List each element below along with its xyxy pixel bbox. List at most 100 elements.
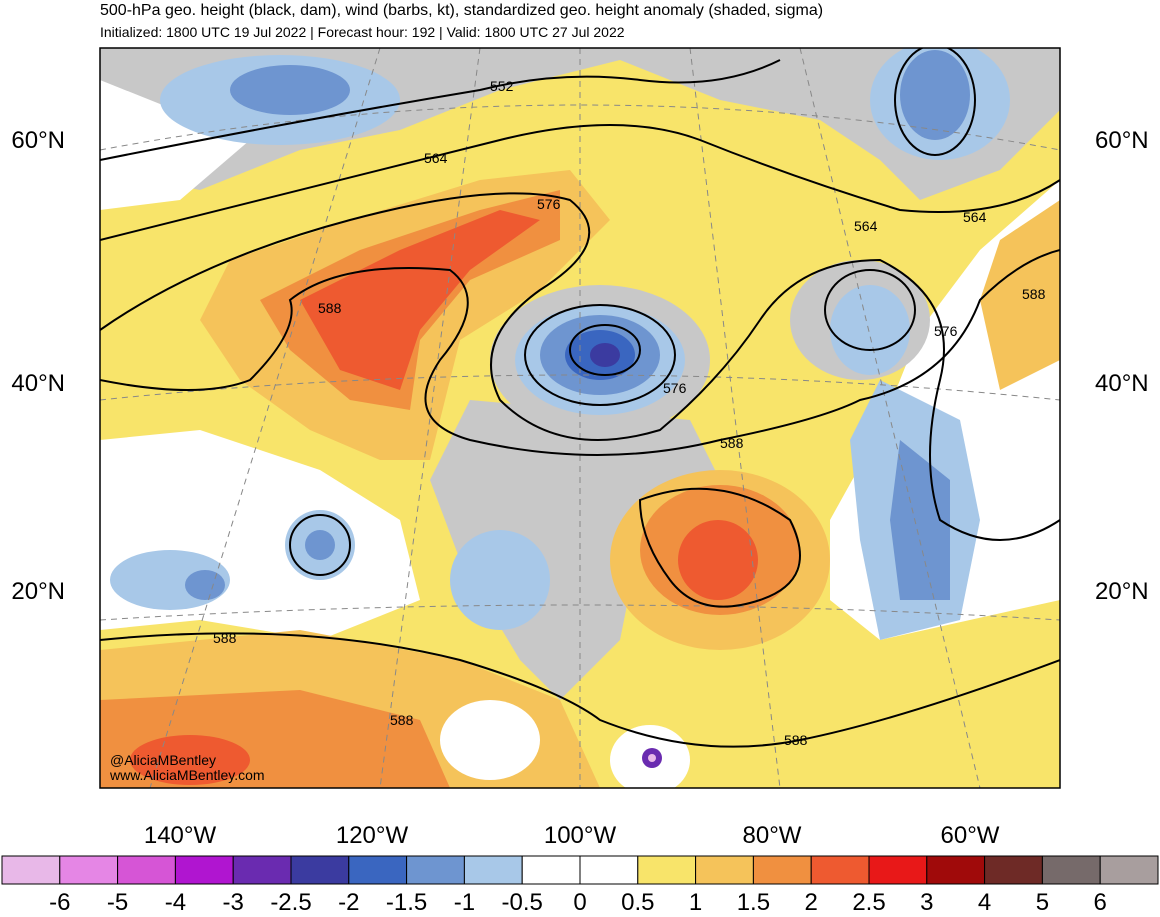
colorbar-label: 3 [920,889,933,912]
colorbar-box [348,855,408,885]
contour [524,304,676,406]
contour-label: 588 [784,732,808,748]
colorbar-label: -0.5 [502,889,543,912]
colorbar-label: 2.5 [852,889,885,912]
contour [638,487,801,608]
grid-line [799,48,981,788]
grid-line [379,48,481,788]
title: 500-hPa geo. height (black, dam), wind (… [100,2,823,19]
contour-label: 564 [854,218,878,234]
contour-label: 588 [390,712,414,728]
colorbar-box [290,855,350,885]
colorbar-box [232,855,292,885]
lat-label: 20°N [1095,578,1149,605]
grid-line [149,48,381,788]
red-area [678,520,758,600]
blue-area [900,50,970,140]
cyclone-core [648,754,656,762]
colorbar-box [752,855,812,885]
map-plot [100,48,1060,788]
lat-label: 40°N [1095,370,1149,397]
colorbar-label: -5 [107,889,128,912]
colorbar-box [1041,855,1101,885]
lon-label: 120°W [336,822,409,849]
lat-label: 20°N [11,578,65,605]
subtitle: Initialized: 1800 UTC 19 Jul 2022 | Fore… [100,24,625,40]
blue-area [185,570,225,600]
lon-label: 100°W [544,822,617,849]
colorbar-box [1,855,61,885]
contour [569,324,641,376]
contour [824,269,916,351]
colorbar-box [810,855,870,885]
contour-label: 588 [720,435,744,451]
colorbar-label: 5 [1036,889,1049,912]
contour [100,632,1060,748]
contour-label: 576 [663,380,687,396]
colorbar-box [406,855,465,885]
colorbar: -6 -5 -4 -3 -2.5 -2 -1.5 -1 -0.5 0 0.5 1 1.5 2 2.5 3 4 5 6 [1,855,1159,916]
contour-label: 588 [1022,286,1046,302]
contour-label: 588 [213,630,237,646]
colorbar-label: -1 [454,889,475,912]
plot-frame [99,47,1061,789]
colorbar-label: -2.5 [270,889,311,912]
contour [100,192,1060,541]
orange-area [980,200,1060,390]
colorbar-label: 1 [689,889,702,912]
colorbar-label: -4 [165,889,186,912]
colorbar-box [174,855,234,885]
lat-label: 60°N [11,127,65,154]
contour-label: 564 [963,209,987,225]
colorbar-label: 2 [805,889,818,912]
blue-area [305,530,335,560]
colorbar-label: 4 [978,889,991,912]
colorbar-box [521,855,581,885]
colorbar-box [59,855,119,885]
lat-labels: 60°N 60°N 40°N 40°N 20°N 20°N [11,127,1148,605]
colorbar-label: 6 [1094,889,1107,912]
contour-label: 564 [424,150,448,166]
lon-label: 60°W [941,822,1000,849]
blue-area [590,343,620,367]
contour [289,514,351,576]
contour-label: 588 [318,300,342,316]
lat-label: 60°N [1095,127,1149,154]
colorbar-label: -2 [338,889,359,912]
contour-label: 576 [537,196,561,212]
colorbar-box [926,855,986,885]
red-area [300,210,540,390]
lon-label: 140°W [144,822,217,849]
colorbar-label: 0.5 [621,889,654,912]
lon-label: 80°W [743,822,802,849]
blue-area [830,285,910,375]
colorbar-box [1099,855,1159,885]
lon-labels: 140°W 120°W 100°W 80°W 60°W [144,822,1000,849]
colorbar-box [579,855,639,885]
contour [894,48,976,156]
lat-label: 40°N [11,370,65,397]
colorbar-box [984,855,1043,885]
blue-area [230,65,350,115]
contour [100,124,1060,241]
red-area [130,735,250,785]
colorbar-box [637,855,697,885]
colorbar-box [868,855,928,885]
colorbar-box [695,855,754,885]
colorbar-label: -6 [49,889,70,912]
contour-label: 552 [490,78,514,94]
contour-labels: 552 564 576 564 564 588 588 576 576 588 … [213,78,1046,748]
credit: @AliciaMBentley [110,752,216,768]
colorbar-label: -3 [223,889,244,912]
grid-line [689,48,781,788]
white-area [440,700,540,780]
contour-label: 576 [934,323,958,339]
colorbar-label: 0 [573,889,586,912]
credit: www.AliciaMBentley.com [109,767,265,783]
contour [100,249,1060,456]
colorbar-box [463,855,523,885]
blue-area [450,530,550,630]
colorbar-label: 1.5 [737,889,770,912]
contour [100,59,781,161]
